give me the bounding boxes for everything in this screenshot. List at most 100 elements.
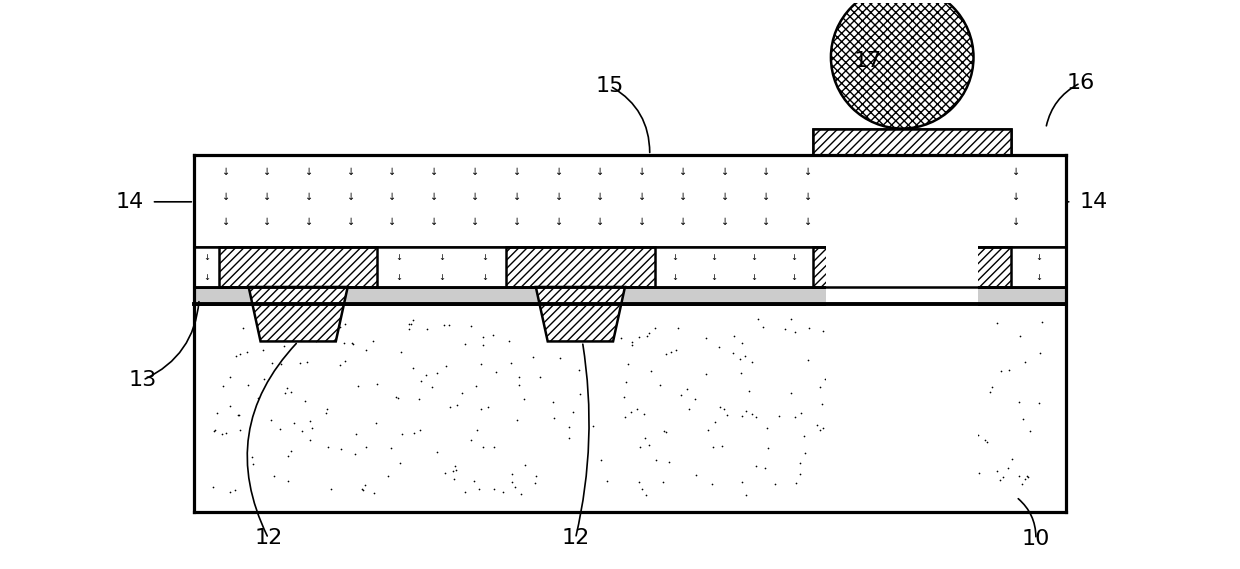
Point bbox=[775, 325, 795, 334]
Point bbox=[963, 482, 983, 491]
Point bbox=[795, 448, 815, 457]
Point bbox=[508, 373, 528, 382]
Point bbox=[484, 443, 503, 452]
Point bbox=[703, 443, 723, 452]
Point bbox=[508, 380, 528, 389]
Point bbox=[228, 411, 248, 420]
Point bbox=[770, 411, 790, 420]
Point bbox=[231, 350, 250, 359]
Point bbox=[281, 388, 301, 397]
Point bbox=[423, 382, 443, 391]
Text: ↓: ↓ bbox=[888, 167, 895, 177]
Text: ↓: ↓ bbox=[1012, 167, 1021, 177]
Text: 14: 14 bbox=[115, 192, 144, 212]
Point bbox=[924, 358, 944, 367]
Text: ↓: ↓ bbox=[804, 217, 812, 226]
Point bbox=[733, 411, 753, 420]
Bar bbox=[195, 248, 219, 287]
Point bbox=[622, 340, 642, 349]
Point bbox=[316, 408, 336, 417]
Point bbox=[732, 368, 751, 377]
Point bbox=[226, 351, 246, 360]
Point bbox=[1002, 455, 1022, 464]
Point bbox=[848, 339, 868, 348]
Text: ↓: ↓ bbox=[671, 253, 678, 262]
Point bbox=[1016, 475, 1035, 484]
Point bbox=[335, 357, 355, 366]
Point bbox=[471, 405, 491, 414]
Point bbox=[639, 328, 658, 337]
Point bbox=[523, 353, 543, 362]
Point bbox=[417, 370, 436, 380]
Point bbox=[946, 316, 966, 325]
Point bbox=[529, 373, 549, 382]
Point bbox=[443, 467, 463, 476]
Point bbox=[301, 423, 321, 432]
Point bbox=[455, 340, 475, 349]
Text: ↓: ↓ bbox=[680, 217, 687, 226]
Point bbox=[672, 390, 692, 399]
Point bbox=[455, 488, 475, 497]
Point bbox=[781, 314, 801, 323]
Point bbox=[330, 322, 350, 331]
Point bbox=[401, 319, 420, 328]
Point bbox=[295, 397, 315, 406]
Point bbox=[786, 479, 806, 488]
Point bbox=[937, 347, 957, 356]
Point bbox=[946, 331, 966, 340]
Point bbox=[461, 321, 481, 330]
Point bbox=[635, 434, 655, 443]
Point bbox=[231, 426, 250, 435]
Point bbox=[427, 447, 446, 456]
Polygon shape bbox=[249, 287, 347, 341]
Text: ↓: ↓ bbox=[720, 217, 729, 226]
Point bbox=[711, 403, 730, 412]
Point bbox=[507, 415, 527, 424]
Point bbox=[221, 401, 241, 410]
Text: ↓: ↓ bbox=[671, 273, 678, 282]
Text: ↓: ↓ bbox=[596, 167, 604, 177]
Text: 12: 12 bbox=[254, 529, 283, 549]
Point bbox=[686, 471, 706, 480]
Point bbox=[952, 370, 972, 380]
Point bbox=[868, 399, 888, 409]
Point bbox=[543, 397, 563, 406]
Point bbox=[417, 324, 436, 333]
Point bbox=[435, 468, 455, 477]
Point bbox=[265, 333, 285, 342]
Text: ↓: ↓ bbox=[846, 192, 854, 202]
Point bbox=[634, 410, 653, 419]
Point bbox=[879, 378, 899, 387]
Point bbox=[702, 480, 722, 489]
Point bbox=[1033, 318, 1053, 327]
Point bbox=[900, 490, 920, 499]
Text: ↓: ↓ bbox=[971, 217, 978, 226]
Point bbox=[563, 408, 583, 417]
Point bbox=[352, 484, 372, 493]
Point bbox=[668, 323, 688, 332]
Text: ↓: ↓ bbox=[347, 192, 355, 202]
Point bbox=[1012, 480, 1032, 489]
Point bbox=[892, 381, 911, 390]
Point bbox=[388, 393, 408, 402]
Point bbox=[1017, 471, 1037, 480]
Point bbox=[735, 352, 755, 361]
Point bbox=[709, 343, 729, 352]
Text: ↓: ↓ bbox=[513, 217, 521, 226]
Point bbox=[221, 373, 241, 382]
Point bbox=[207, 409, 227, 418]
Point bbox=[253, 345, 273, 354]
Point bbox=[254, 375, 274, 384]
Point bbox=[856, 465, 875, 475]
Text: ↓: ↓ bbox=[513, 167, 521, 177]
Point bbox=[868, 486, 888, 495]
Point bbox=[963, 490, 983, 499]
Point bbox=[435, 361, 455, 370]
Point bbox=[756, 423, 776, 432]
Point bbox=[559, 422, 579, 431]
Point bbox=[472, 442, 492, 451]
Text: ↓: ↓ bbox=[750, 253, 758, 262]
Point bbox=[1009, 398, 1029, 407]
Text: ↓: ↓ bbox=[1012, 192, 1021, 202]
Point bbox=[484, 331, 503, 340]
